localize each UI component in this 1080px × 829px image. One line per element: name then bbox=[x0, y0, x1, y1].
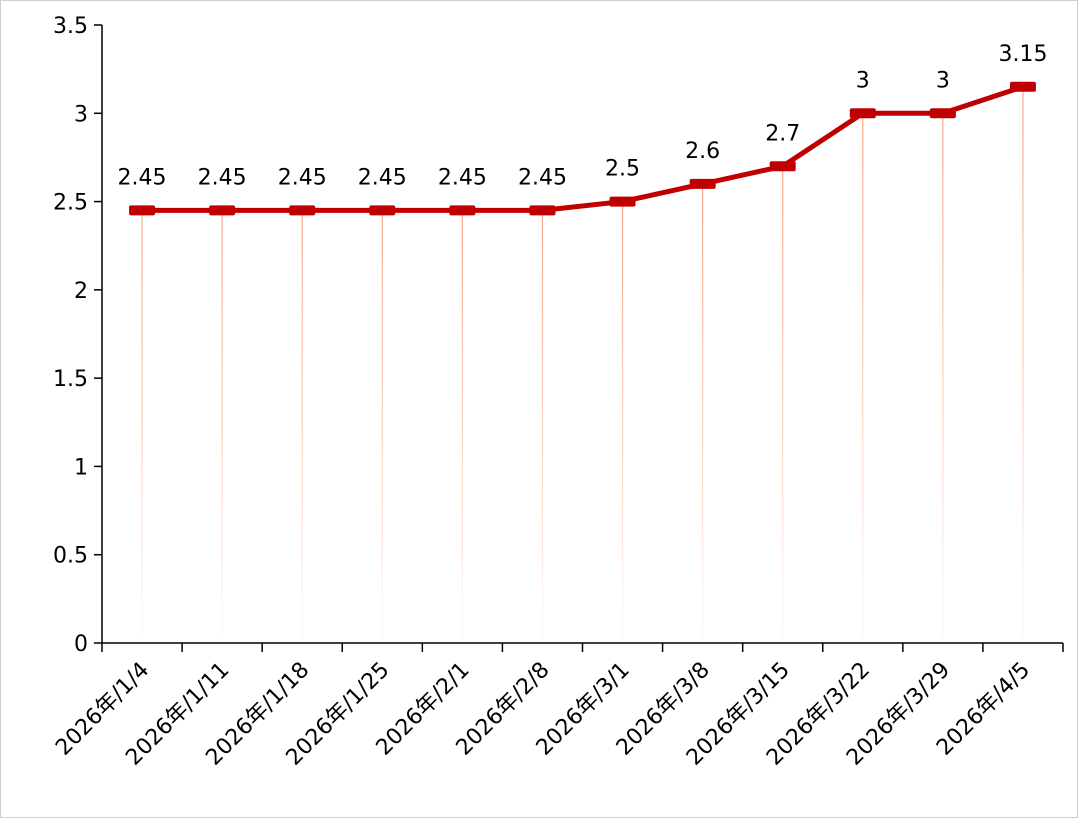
drop-lines bbox=[141, 86, 1024, 644]
data-point-marker bbox=[129, 205, 156, 216]
data-label: 3 bbox=[936, 68, 950, 93]
drop-line bbox=[702, 183, 704, 643]
data-point-marker bbox=[289, 205, 316, 216]
data-label: 2.6 bbox=[685, 139, 720, 164]
drop-line bbox=[461, 210, 463, 643]
drop-line bbox=[1022, 86, 1024, 644]
y-tick-label: 2 bbox=[74, 279, 88, 304]
drop-line bbox=[942, 113, 944, 644]
data-label: 2.45 bbox=[358, 165, 407, 190]
drop-line bbox=[862, 113, 864, 644]
data-point-marker bbox=[609, 196, 636, 207]
series-line bbox=[139, 84, 1026, 213]
data-label: 2.7 bbox=[765, 121, 800, 146]
axes: 00.511.522.533.52026年/1/42026年/1/112026年… bbox=[51, 14, 1064, 771]
data-label: 3 bbox=[856, 68, 870, 93]
y-tick-label: 0 bbox=[74, 632, 88, 657]
labels-group: 2.45 2.45 2.45 2.45 2.45 2.45 2.5 2.6 2.7 3 3 3.15 bbox=[118, 42, 1048, 191]
data-point-marker bbox=[529, 205, 556, 216]
drop-line bbox=[541, 210, 544, 643]
data-label: 2.5 bbox=[605, 157, 640, 182]
drop-line bbox=[381, 210, 383, 643]
y-tick-label: 3 bbox=[74, 102, 88, 127]
data-label: 3.15 bbox=[998, 42, 1047, 67]
data-label: 2.45 bbox=[438, 165, 487, 190]
data-label: 2.45 bbox=[118, 165, 167, 190]
drop-line bbox=[621, 201, 624, 644]
y-tick-label: 3.5 bbox=[53, 14, 88, 39]
data-label: 2.45 bbox=[518, 165, 567, 190]
series-group bbox=[129, 81, 1036, 216]
y-tick-label: 2.5 bbox=[53, 191, 88, 216]
y-tick-label: 0.5 bbox=[53, 544, 88, 569]
data-point-marker bbox=[769, 161, 796, 172]
data-point-marker bbox=[209, 205, 236, 216]
y-tick-label: 1.5 bbox=[53, 367, 88, 392]
data-label: 2.45 bbox=[198, 165, 247, 190]
data-point-marker bbox=[369, 205, 396, 216]
drop-line bbox=[301, 210, 303, 643]
data-label: 2.45 bbox=[278, 165, 327, 190]
y-tick-label: 1 bbox=[74, 455, 88, 480]
data-point-marker bbox=[849, 108, 876, 119]
drop-line bbox=[782, 166, 784, 643]
data-point-marker bbox=[1009, 81, 1036, 92]
data-point-marker bbox=[689, 178, 716, 189]
data-point-marker bbox=[929, 108, 956, 119]
drop-line bbox=[141, 210, 143, 643]
data-point-marker bbox=[449, 205, 476, 216]
drop-line bbox=[221, 210, 223, 643]
